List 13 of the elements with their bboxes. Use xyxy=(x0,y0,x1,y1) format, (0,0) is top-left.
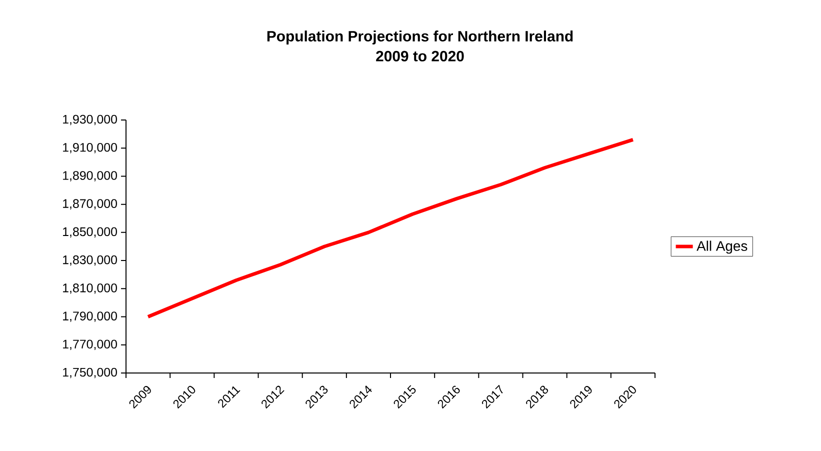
line-series xyxy=(146,138,635,319)
y-tick-label: 1,810,000 xyxy=(63,284,117,294)
chart-title: Population Projections for Northern Ireland 2009 to 2020 xyxy=(267,30,573,62)
y-tick-label: 1,890,000 xyxy=(63,171,117,182)
y-tick-label: 1,790,000 xyxy=(63,312,117,322)
legend-label: All Ages xyxy=(696,240,748,254)
y-tick-label: 1,770,000 xyxy=(63,340,117,350)
y-tick-label: 1,870,000 xyxy=(63,199,117,210)
y-tick-label: 1,830,000 xyxy=(63,255,117,266)
y-tick-label: 1,910,000 xyxy=(63,142,117,154)
y-tick-label: 1,750,000 xyxy=(63,368,117,378)
y-tick-label: 1,850,000 xyxy=(63,227,117,238)
y-tick-label: 1,930,000 xyxy=(63,114,117,126)
